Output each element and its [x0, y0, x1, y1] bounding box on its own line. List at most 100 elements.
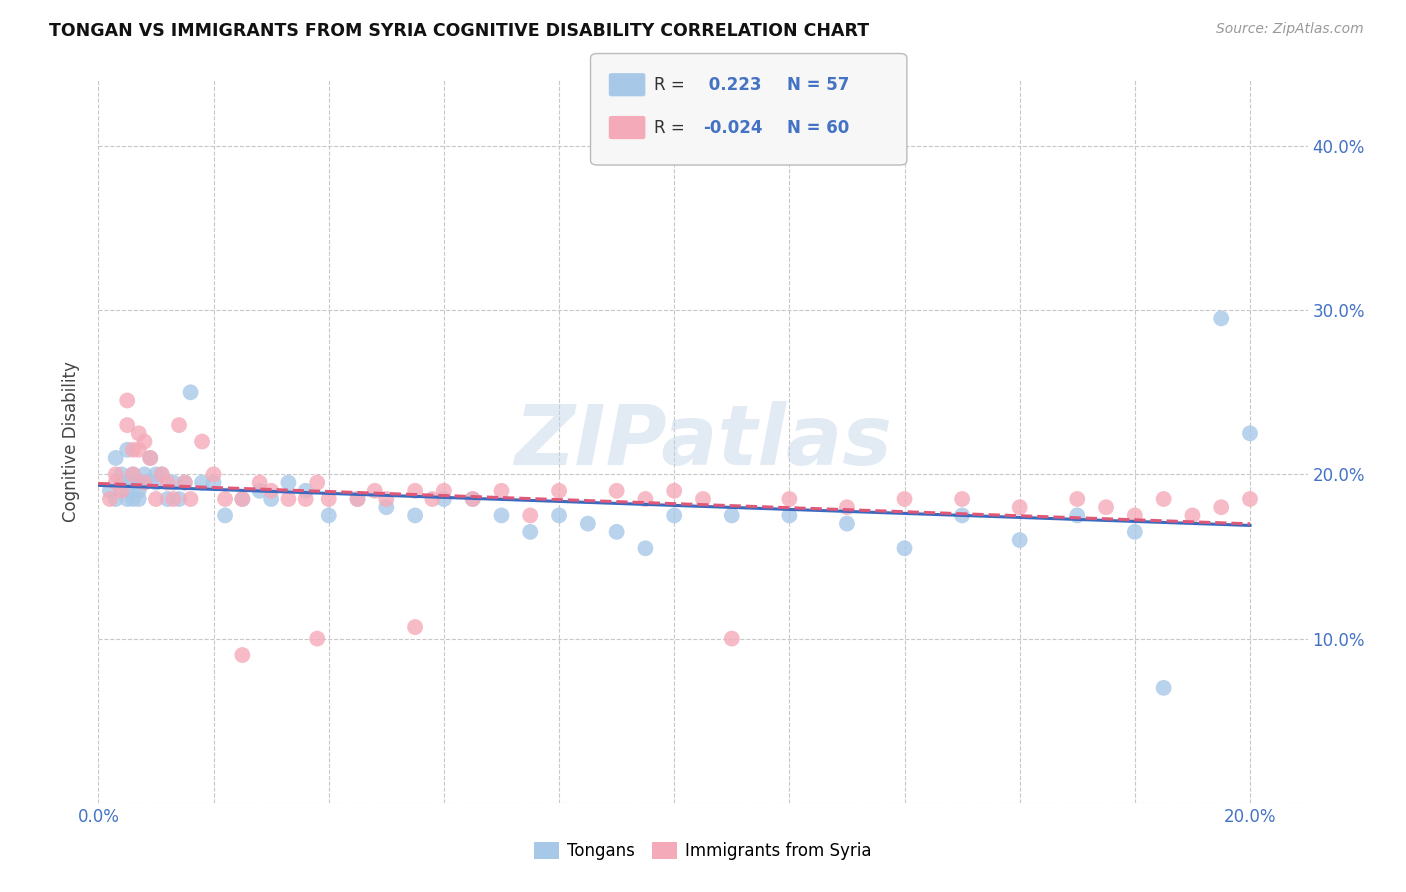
- Point: [634, 491, 657, 506]
- Point: [893, 541, 915, 556]
- Point: [1095, 500, 1118, 515]
- Point: [346, 491, 368, 506]
- Point: [231, 491, 253, 506]
- Point: [122, 442, 145, 457]
- Point: [375, 491, 398, 506]
- Point: [893, 491, 915, 506]
- Y-axis label: Cognitive Disability: Cognitive Disability: [62, 361, 80, 522]
- Point: [104, 450, 127, 465]
- Point: [202, 467, 225, 482]
- Point: [491, 508, 513, 523]
- Point: [260, 483, 283, 498]
- Point: [145, 467, 167, 482]
- Point: [294, 491, 316, 506]
- Legend: Tongans, Immigrants from Syria: Tongans, Immigrants from Syria: [527, 835, 879, 867]
- Point: [277, 475, 299, 490]
- Point: [249, 475, 271, 490]
- Point: [664, 483, 686, 498]
- Point: [167, 418, 190, 433]
- Point: [231, 491, 253, 506]
- Point: [548, 508, 571, 523]
- Text: 0.223: 0.223: [703, 76, 762, 94]
- Point: [950, 508, 973, 523]
- Point: [122, 475, 145, 490]
- Point: [346, 491, 368, 506]
- Point: [277, 491, 299, 506]
- Point: [491, 483, 513, 498]
- Point: [156, 475, 179, 490]
- Point: [461, 491, 484, 506]
- Point: [104, 467, 127, 482]
- Point: [191, 475, 214, 490]
- Point: [1008, 500, 1031, 515]
- Point: [104, 491, 127, 506]
- Point: [519, 524, 541, 539]
- Point: [404, 483, 426, 498]
- Point: [404, 508, 426, 523]
- Point: [139, 450, 162, 465]
- Point: [128, 426, 150, 441]
- Point: [318, 491, 340, 506]
- Point: [692, 491, 714, 506]
- Point: [950, 491, 973, 506]
- Point: [134, 475, 156, 490]
- Point: [404, 620, 426, 634]
- Point: [422, 491, 444, 506]
- Point: [1211, 311, 1233, 326]
- Point: [122, 467, 145, 482]
- Point: [128, 475, 150, 490]
- Text: N = 57: N = 57: [787, 76, 849, 94]
- Point: [664, 508, 686, 523]
- Point: [214, 508, 236, 523]
- Point: [156, 491, 179, 506]
- Point: [128, 483, 150, 498]
- Point: [110, 483, 132, 498]
- Point: [375, 500, 398, 515]
- Point: [162, 491, 184, 506]
- Point: [433, 483, 456, 498]
- Text: R =: R =: [654, 119, 690, 136]
- Point: [191, 434, 214, 449]
- Point: [115, 418, 138, 433]
- Point: [318, 508, 340, 523]
- Point: [461, 491, 484, 506]
- Point: [606, 524, 628, 539]
- Point: [634, 541, 657, 556]
- Point: [433, 491, 456, 506]
- Point: [1239, 426, 1261, 441]
- Point: [1008, 533, 1031, 547]
- Point: [115, 491, 138, 506]
- Point: [307, 475, 329, 490]
- Point: [307, 632, 329, 646]
- Point: [1239, 491, 1261, 506]
- Point: [835, 500, 858, 515]
- Text: N = 60: N = 60: [787, 119, 849, 136]
- Point: [835, 516, 858, 531]
- Point: [134, 434, 156, 449]
- Point: [1153, 491, 1175, 506]
- Point: [145, 491, 167, 506]
- Point: [98, 491, 121, 506]
- Point: [260, 491, 283, 506]
- Point: [134, 467, 156, 482]
- Text: -0.024: -0.024: [703, 119, 762, 136]
- Point: [202, 475, 225, 490]
- Point: [1123, 508, 1146, 523]
- Point: [139, 450, 162, 465]
- Text: R =: R =: [654, 76, 690, 94]
- Point: [98, 483, 121, 498]
- Point: [1123, 524, 1146, 539]
- Point: [1211, 500, 1233, 515]
- Point: [548, 483, 571, 498]
- Point: [167, 491, 190, 506]
- Point: [128, 491, 150, 506]
- Point: [364, 483, 387, 498]
- Point: [115, 483, 138, 498]
- Point: [519, 508, 541, 523]
- Point: [778, 508, 800, 523]
- Point: [150, 467, 173, 482]
- Point: [214, 491, 236, 506]
- Point: [122, 491, 145, 506]
- Point: [115, 442, 138, 457]
- Point: [294, 483, 316, 498]
